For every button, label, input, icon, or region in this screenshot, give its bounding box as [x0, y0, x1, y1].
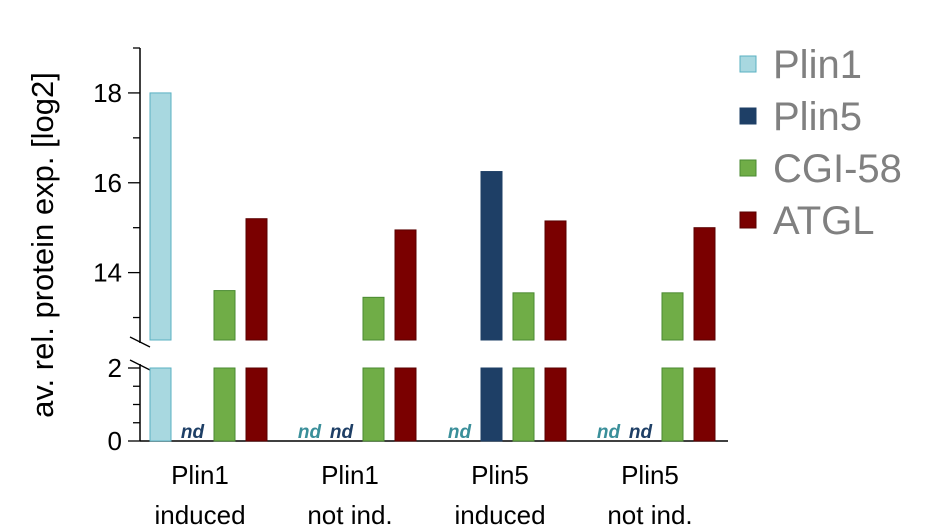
- bar-cgi-58: [213, 290, 236, 341]
- bar-atgl: [544, 367, 567, 442]
- legend-label: Plin5: [773, 95, 862, 139]
- x-tick-label: not ind.: [307, 500, 392, 530]
- nd-label: nd: [298, 422, 322, 443]
- axis-break-mark: [129, 336, 151, 348]
- nd-label: nd: [181, 422, 205, 443]
- bar-plin1: [149, 92, 172, 341]
- nd-label: nd: [330, 422, 354, 443]
- x-tick-label: induced: [454, 500, 545, 530]
- axes: 14 16 18 0 2: [93, 47, 728, 456]
- bar-atgl: [693, 227, 716, 341]
- legend-label: Plin1: [773, 43, 862, 87]
- bar-cgi-58: [512, 367, 535, 442]
- bar-atgl: [245, 367, 268, 442]
- x-tick-label: Plin5: [471, 460, 529, 490]
- legend-swatch: [739, 55, 757, 73]
- y-axis-title: av. rel. protein exp. [log2]: [25, 72, 60, 418]
- bar-plin5: [480, 171, 503, 341]
- legend-swatch: [739, 159, 757, 177]
- nd-label: nd: [597, 422, 621, 443]
- bar-plin5: [480, 367, 503, 442]
- bars: [149, 92, 716, 442]
- bar-cgi-58: [362, 296, 385, 341]
- legend-label: CGI-58: [773, 147, 902, 191]
- x-tick-label: Plin1: [321, 460, 379, 490]
- bar-cgi-58: [362, 367, 385, 442]
- y-tick-label: 14: [93, 258, 122, 288]
- legend-swatch: [739, 211, 757, 229]
- x-tick-label: induced: [154, 500, 245, 530]
- x-tick-label: Plin1: [171, 460, 229, 490]
- bar-cgi-58: [661, 292, 684, 341]
- y-tick-label: 18: [93, 78, 122, 108]
- axis-break-mark: [129, 359, 151, 371]
- bar-atgl: [693, 367, 716, 442]
- legend: Plin1 Plin5 CGI-58 ATGL: [739, 43, 902, 243]
- bar-cgi-58: [661, 367, 684, 442]
- bar-atgl: [245, 218, 268, 341]
- y-tick-label: 16: [93, 168, 122, 198]
- bar-plin1: [149, 367, 172, 442]
- nd-label: nd: [629, 422, 653, 443]
- bar-atgl: [394, 229, 417, 341]
- x-tick-label: not ind.: [607, 500, 692, 530]
- legend-swatch: [739, 107, 757, 125]
- bar-atgl: [394, 367, 417, 442]
- bar-atgl: [544, 220, 567, 341]
- bar-cgi-58: [512, 292, 535, 341]
- y-tick-label: 2: [108, 353, 122, 383]
- nd-label: nd: [448, 422, 472, 443]
- bar-cgi-58: [213, 367, 236, 442]
- legend-label: ATGL: [773, 199, 875, 243]
- y-tick-label: 0: [108, 426, 122, 456]
- x-tick-label: Plin5: [621, 460, 679, 490]
